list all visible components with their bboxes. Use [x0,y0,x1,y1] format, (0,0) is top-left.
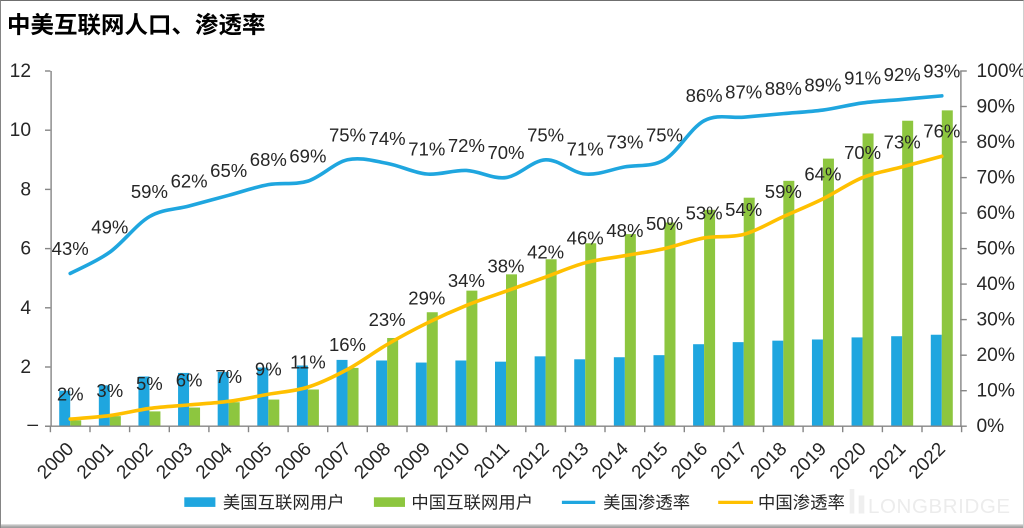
svg-text:–: – [27,415,38,436]
svg-text:6%: 6% [176,369,203,390]
svg-text:2019: 2019 [786,439,831,484]
svg-text:5%: 5% [136,373,163,394]
svg-text:2011: 2011 [470,439,514,483]
svg-text:89%: 89% [804,75,841,96]
svg-text:2018: 2018 [747,439,792,484]
svg-text:64%: 64% [804,163,841,184]
svg-text:23%: 23% [369,309,406,330]
svg-text:9%: 9% [255,359,282,380]
svg-text:2016: 2016 [667,439,712,484]
svg-text:34%: 34% [448,270,485,291]
svg-text:92%: 92% [884,64,921,85]
svg-text:LONGBRIDGE: LONGBRIDGE [868,495,1011,518]
svg-text:7%: 7% [215,366,242,387]
svg-text:91%: 91% [844,68,881,89]
svg-text:75%: 75% [646,124,683,145]
svg-text:16%: 16% [329,334,366,355]
svg-text:59%: 59% [765,181,802,202]
svg-text:8: 8 [20,179,31,200]
svg-text:2005: 2005 [232,439,277,484]
svg-text:2000: 2000 [33,439,78,484]
svg-text:46%: 46% [567,227,604,248]
svg-text:4: 4 [20,298,31,319]
svg-text:49%: 49% [91,217,128,238]
svg-text:2015: 2015 [628,439,673,484]
svg-text:2013: 2013 [548,439,593,484]
svg-text:10: 10 [10,120,31,141]
svg-text:72%: 72% [448,135,485,156]
svg-text:86%: 86% [686,85,723,106]
svg-text:88%: 88% [765,78,802,99]
svg-text:71%: 71% [408,139,445,160]
svg-text:42%: 42% [527,242,564,263]
svg-text:2007: 2007 [311,439,356,484]
svg-text:20%: 20% [977,345,1015,366]
svg-text:87%: 87% [725,82,762,103]
svg-text:2009: 2009 [390,439,435,484]
svg-text:40%: 40% [977,274,1015,295]
svg-text:75%: 75% [329,124,366,145]
svg-text:2%: 2% [57,384,84,405]
svg-text:2004: 2004 [192,438,237,483]
svg-text:2012: 2012 [509,439,554,484]
svg-text:2003: 2003 [152,439,197,484]
svg-text:76%: 76% [923,121,960,142]
svg-text:93%: 93% [923,60,960,81]
svg-text:53%: 53% [686,202,723,223]
svg-text:2022: 2022 [905,439,950,484]
svg-text:73%: 73% [884,131,921,152]
svg-text:50%: 50% [646,213,683,234]
svg-text:80%: 80% [977,132,1015,153]
svg-text:100%: 100% [977,61,1024,82]
svg-text:68%: 68% [250,149,287,170]
svg-text:2006: 2006 [271,439,316,484]
svg-text:2002: 2002 [113,439,158,484]
svg-text:2001: 2001 [73,439,118,484]
svg-text:3%: 3% [96,380,123,401]
svg-text:6: 6 [20,239,31,260]
svg-text:38%: 38% [487,256,524,277]
svg-text:2017: 2017 [707,439,752,484]
svg-text:30%: 30% [977,310,1015,331]
svg-text:74%: 74% [369,128,406,149]
svg-text:43%: 43% [52,238,89,259]
svg-text:62%: 62% [171,171,208,192]
svg-text:65%: 65% [210,160,247,181]
svg-text:75%: 75% [527,124,564,145]
svg-text:73%: 73% [606,131,643,152]
svg-text:29%: 29% [408,288,445,309]
svg-text:2021: 2021 [865,439,910,484]
svg-text:60%: 60% [977,203,1015,224]
svg-text:59%: 59% [131,181,168,202]
svg-text:0%: 0% [977,416,1005,437]
svg-text:2: 2 [20,357,31,378]
svg-text:70%: 70% [977,168,1015,189]
svg-text:11%: 11% [290,352,326,373]
svg-text:69%: 69% [289,146,326,167]
svg-text:12: 12 [10,61,31,82]
svg-text:2014: 2014 [588,438,633,483]
svg-text:2020: 2020 [826,439,871,484]
svg-text:48%: 48% [606,220,643,241]
svg-text:90%: 90% [977,97,1015,118]
svg-text:70%: 70% [487,142,524,163]
svg-text:50%: 50% [977,239,1015,260]
svg-text:70%: 70% [844,142,881,163]
svg-text:10%: 10% [977,381,1015,402]
svg-text:2008: 2008 [350,439,395,484]
svg-text:71%: 71% [567,139,604,160]
svg-text:2010: 2010 [430,439,475,484]
svg-text:54%: 54% [725,199,762,220]
